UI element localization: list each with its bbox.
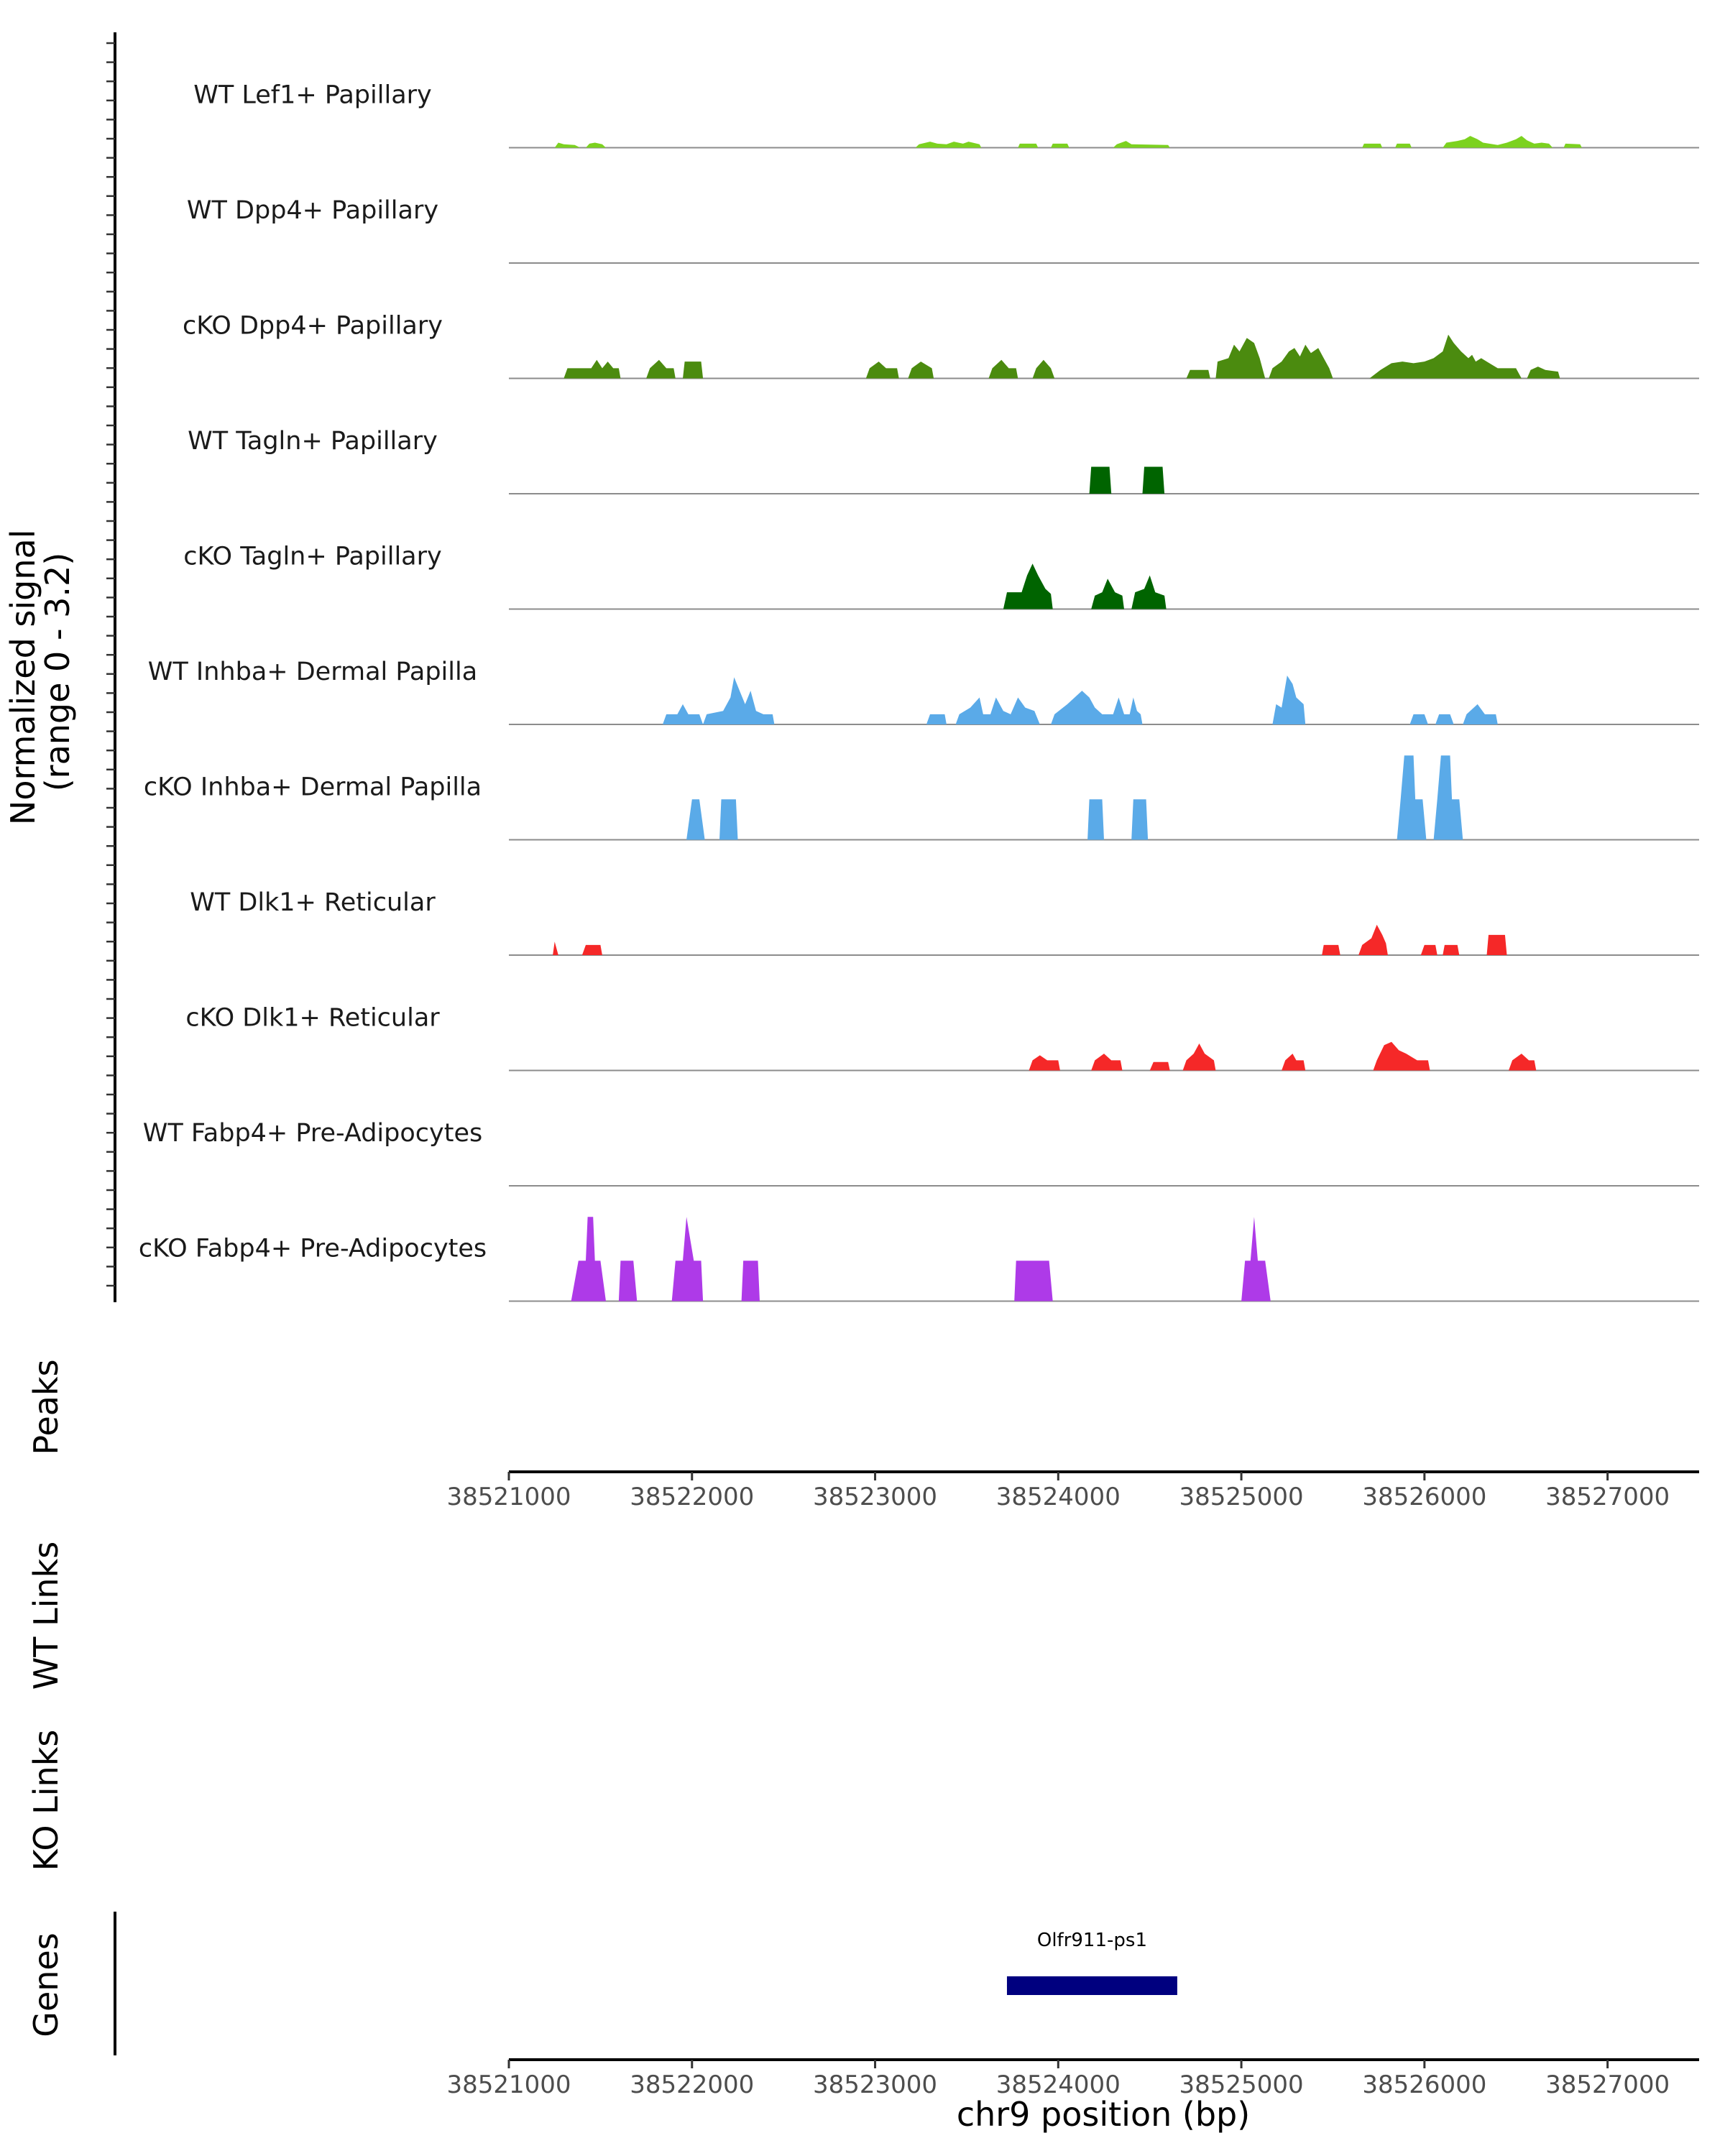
gene-exon-bar bbox=[1006, 1976, 1177, 1995]
x-tick-label: 38521000 bbox=[446, 2070, 571, 2099]
track-5: cKO Tagln+ Papillary bbox=[183, 543, 1699, 610]
track-label: cKO Tagln+ Papillary bbox=[183, 543, 442, 571]
coverage-area bbox=[663, 676, 1498, 724]
genes-panel-title: Genes bbox=[27, 1932, 65, 2037]
track-label: WT Fabp4+ Pre-Adipocytes bbox=[143, 1119, 482, 1148]
track-6: WT Inhba+ Dermal Papilla bbox=[148, 658, 1699, 725]
signal-axis-title-line1: Normalized signal bbox=[4, 530, 42, 826]
peaks-panel: Peaks 38521000 38522000 38523000 38524000 38… bbox=[27, 1359, 1699, 1511]
x-tick-label: 38525000 bbox=[1179, 1483, 1304, 1511]
track-4: WT Tagln+ Papillary bbox=[188, 427, 1699, 494]
coverage-area bbox=[564, 334, 1560, 379]
gene-models: Olfr911-ps1 bbox=[1006, 1930, 1177, 1995]
signal-axis-title-line2: (range 0 - 3.2) bbox=[38, 553, 77, 792]
signal-y-axis bbox=[106, 32, 116, 1302]
track-7: cKO Inhba+ Dermal Papilla bbox=[144, 755, 1699, 841]
x-tick-label: 38522000 bbox=[630, 1483, 754, 1511]
track-3: cKO Dpp4+ Papillary bbox=[183, 312, 1699, 379]
track-2: WT Dpp4+ Papillary bbox=[187, 196, 1699, 264]
strand-arrow-icon bbox=[1006, 1976, 1018, 1995]
track-label: cKO Dpp4+ Papillary bbox=[183, 312, 443, 341]
coverage-area bbox=[553, 924, 1507, 955]
x-tick-label: 38523000 bbox=[813, 1483, 937, 1511]
coverage-area bbox=[1029, 1041, 1537, 1071]
x-tick-label: 38523000 bbox=[813, 2070, 937, 2099]
top-x-axis: 38521000 38522000 38523000 38524000 38525000… bbox=[446, 1470, 1699, 1511]
coverage-area bbox=[1003, 563, 1167, 609]
x-tick-label: 38526000 bbox=[1362, 1483, 1486, 1511]
track-1: WT Lef1+ Papillary bbox=[193, 81, 1699, 149]
x-tick-label: 38525000 bbox=[1179, 2070, 1304, 2099]
track-label: cKO Dlk1+ Reticular bbox=[185, 1004, 440, 1033]
x-axis-title: chr9 position (bp) bbox=[957, 2095, 1250, 2134]
wt-links-panel: WT Links bbox=[27, 1542, 65, 1690]
track-label: WT Lef1+ Papillary bbox=[193, 81, 432, 110]
coverage-area bbox=[554, 136, 1582, 148]
track-label: WT Dlk1+ Reticular bbox=[190, 888, 436, 917]
track-label: cKO Fabp4+ Pre-Adipocytes bbox=[139, 1235, 487, 1263]
x-tick-label: 38522000 bbox=[630, 2070, 754, 2099]
x-tick-label: 38527000 bbox=[1545, 2070, 1670, 2099]
x-tick-label: 38526000 bbox=[1362, 2070, 1486, 2099]
signal-axis-title: Normalized signal (range 0 - 3.2) bbox=[4, 519, 77, 825]
ko-links-panel-title: KO Links bbox=[27, 1730, 65, 1871]
gene-label: Olfr911-ps1 bbox=[1037, 1930, 1147, 1951]
coverage-tracks: WT Lef1+ Papillary WT Dpp4+ Papillary cKO … bbox=[139, 81, 1699, 1302]
wt-links-panel-title: WT Links bbox=[27, 1542, 65, 1690]
ko-links-panel: KO Links bbox=[27, 1730, 65, 1871]
track-10: WT Fabp4+ Pre-Adipocytes bbox=[143, 1119, 1699, 1187]
gene-model: Olfr911-ps1 bbox=[1006, 1930, 1177, 1995]
coverage-area bbox=[1089, 466, 1165, 494]
genes-panel: Genes Olfr911-ps1 38521000 38522000 385230… bbox=[27, 1912, 1699, 2099]
track-11: cKO Fabp4+ Pre-Adipocytes bbox=[139, 1217, 1699, 1302]
track-8: WT Dlk1+ Reticular bbox=[190, 888, 1699, 956]
track-label: WT Tagln+ Papillary bbox=[188, 427, 438, 456]
coverage-area bbox=[686, 755, 1463, 840]
x-tick-label: 38527000 bbox=[1545, 1483, 1670, 1511]
x-tick-label: 38521000 bbox=[446, 1483, 571, 1511]
x-tick-label: 38524000 bbox=[996, 2070, 1121, 2099]
bottom-x-axis: 38521000 38522000 38523000 38524000 38525000… bbox=[446, 2058, 1699, 2099]
track-label: cKO Inhba+ Dermal Papilla bbox=[144, 773, 482, 802]
track-label: WT Inhba+ Dermal Papilla bbox=[148, 658, 477, 686]
peaks-panel-title: Peaks bbox=[27, 1359, 65, 1455]
coverage-area bbox=[571, 1217, 1271, 1302]
track-label: WT Dpp4+ Papillary bbox=[187, 196, 438, 225]
x-tick-label: 38524000 bbox=[996, 1483, 1121, 1511]
track-9: cKO Dlk1+ Reticular bbox=[185, 1004, 1699, 1072]
